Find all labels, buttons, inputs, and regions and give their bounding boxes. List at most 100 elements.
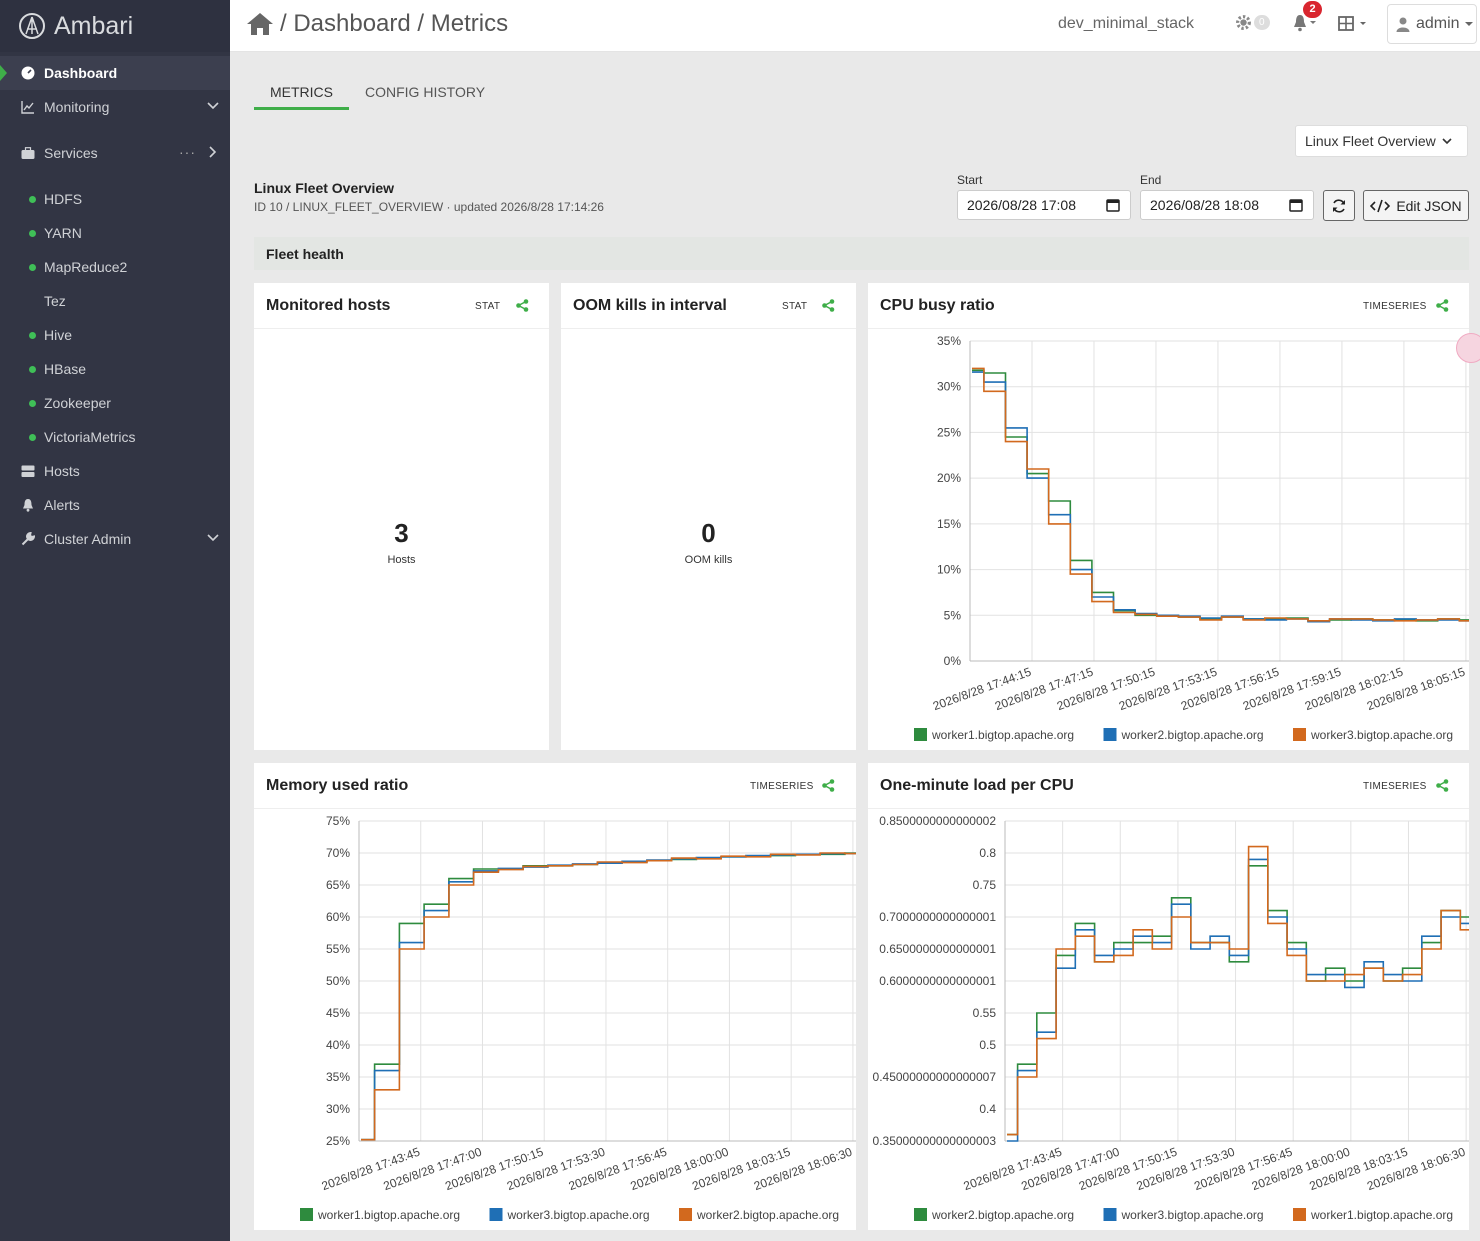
share-icon[interactable]: [822, 779, 835, 792]
panel-type-label: TIMESERIES: [750, 781, 814, 792]
chevron-down-icon: [207, 534, 219, 542]
edit-json-button[interactable]: Edit JSON: [1363, 190, 1469, 221]
sidebar-item-label: Alerts: [44, 497, 80, 513]
sidebar: Ambari Dashboard Monitoring Services ···…: [0, 0, 230, 1241]
alerts-count-badge: 2: [1303, 1, 1322, 18]
share-icon[interactable]: [516, 299, 529, 312]
service-item-hbase[interactable]: HBase: [0, 352, 230, 386]
x-tick-label: 2026/8/28 18:06:30: [1365, 1145, 1467, 1194]
refresh-button[interactable]: [1323, 190, 1355, 221]
panel-title: Memory used ratio: [266, 777, 409, 794]
status-dot: [29, 332, 36, 339]
legend-swatch: [300, 1208, 313, 1221]
service-label: Tez: [44, 293, 66, 309]
sidebar-item-label: Hosts: [44, 463, 80, 479]
share-icon[interactable]: [1436, 779, 1449, 792]
y-tick-label: 0%: [944, 654, 962, 668]
y-tick-label: 25%: [937, 425, 961, 439]
y-tick-label: 45%: [326, 1006, 350, 1020]
series-line: [972, 369, 1469, 622]
sidebar-item-dashboard[interactable]: Dashboard: [0, 56, 230, 90]
sidebar-item-monitoring[interactable]: Monitoring: [0, 90, 230, 124]
refresh-icon: [1333, 198, 1345, 213]
service-label: MapReduce2: [44, 259, 128, 275]
panel-cpu-busy-ratio: CPU busy ratio TIMESERIES 0% 5% 10% 15% 20% 2…: [868, 283, 1469, 750]
status-dot: [29, 264, 36, 271]
series-line: [361, 852, 856, 1141]
legend-swatch: [1103, 728, 1117, 741]
series-line: [1007, 858, 1469, 1142]
stat-value: 0: [701, 518, 716, 548]
home-icon[interactable]: [246, 11, 274, 37]
alerts-button[interactable]: 2: [1292, 1, 1322, 37]
stat-unit: OOM kills: [684, 554, 733, 566]
chevron-down-icon: [207, 102, 219, 110]
section-header: Fleet health: [254, 237, 1469, 270]
y-tick-label: 40%: [326, 1038, 350, 1052]
dashboard-subtitle: ID 10 / LINUX_FLEET_OVERVIEW · updated 2…: [254, 200, 604, 214]
dashboard-select[interactable]: Linux Fleet Overview: [1295, 125, 1468, 157]
panel-header: OOM kills in interval STAT: [561, 283, 856, 329]
panel-load-per-cpu: One-minute load per CPU TIMESERIES 0.350…: [868, 763, 1469, 1230]
ambari-logo-icon: [19, 13, 45, 39]
y-tick-label: 35%: [937, 334, 961, 348]
end-label: End: [1140, 173, 1162, 187]
y-tick-label: 10%: [937, 563, 961, 577]
views-menu-button[interactable]: [1338, 15, 1372, 38]
tab-metrics[interactable]: METRICS: [254, 78, 349, 110]
x-tick-label: 2026/8/28 17:43:45: [320, 1145, 422, 1194]
service-item-mapreduce2[interactable]: MapReduce2: [0, 250, 230, 284]
service-item-hive[interactable]: Hive: [0, 318, 230, 352]
brand[interactable]: Ambari: [0, 0, 230, 52]
user-menu-button[interactable]: admin: [1387, 4, 1477, 44]
bell-icon: [1294, 15, 1316, 32]
translate-icon[interactable]: [1456, 333, 1480, 363]
panel-memory-used-ratio: Memory used ratio TIMESERIES 25% 30% 35% 40…: [254, 763, 856, 1230]
cpu-busy-chart: 0% 5% 10% 15% 20% 25% 30% 35% 2026/8/28 17:44:15…: [914, 334, 1469, 742]
series-line: [1007, 865, 1469, 1136]
calendar-icon[interactable]: [1289, 198, 1303, 212]
service-item-tez[interactable]: Tez: [0, 284, 230, 318]
sidebar-item-hosts[interactable]: Hosts: [0, 454, 230, 488]
legend-label: worker3.bigtop.apache.org: [1310, 728, 1453, 742]
legend-swatch: [914, 1208, 927, 1221]
service-item-victoriametrics[interactable]: VictoriaMetrics: [0, 420, 230, 454]
legend-label: worker2.bigtop.apache.org: [1121, 728, 1264, 742]
y-tick-label: 25%: [326, 1134, 350, 1148]
panel-header: Memory used ratio TIMESERIES: [254, 763, 856, 809]
legend-label: worker3.bigtop.apache.org: [1121, 1208, 1264, 1222]
chevron-down-icon: [1442, 138, 1452, 145]
legend-swatch: [914, 728, 927, 741]
service-item-yarn[interactable]: YARN: [0, 216, 230, 250]
service-label: HBase: [44, 361, 87, 377]
service-item-zookeeper[interactable]: Zookeeper: [0, 386, 230, 420]
y-tick-label: 0.6000000000000001: [879, 974, 996, 988]
share-icon[interactable]: [1436, 299, 1449, 312]
calendar-icon[interactable]: [1106, 198, 1120, 212]
legend-swatch: [489, 1208, 503, 1221]
code-icon: [1370, 199, 1391, 212]
panel-monitored-hosts: Monitored hosts STAT 3 Hosts: [254, 283, 549, 750]
sidebar-item-cluster-admin[interactable]: Cluster Admin: [0, 522, 230, 556]
service-item-hdfs[interactable]: HDFS: [0, 182, 230, 216]
stat-value: 3: [394, 518, 409, 548]
share-icon[interactable]: [822, 299, 835, 312]
series-line: [972, 367, 1469, 622]
y-tick-label: 0.7000000000000001: [879, 910, 996, 924]
panel-title: OOM kills in interval: [573, 297, 727, 314]
sidebar-item-label: Services: [44, 145, 98, 161]
panel-header: One-minute load per CPU TIMESERIES: [868, 763, 1469, 809]
status-dot: [29, 434, 36, 441]
tab-config-history[interactable]: CONFIG HISTORY: [365, 84, 486, 100]
more-icon[interactable]: ···: [179, 144, 196, 160]
caret-down-icon: [1464, 22, 1473, 26]
background-ops-button[interactable]: 0: [1235, 14, 1270, 31]
service-label: Zookeeper: [44, 395, 111, 411]
end-datetime-input[interactable]: 2026/08/28 18:08: [1140, 190, 1314, 220]
sidebar-item-services[interactable]: Services ···: [0, 136, 230, 170]
memory-used-chart: 25% 30% 35% 40% 45% 50% 55% 60% 65% 70% 75% 2026/8/…: [300, 814, 856, 1222]
status-dot: [29, 196, 36, 203]
start-datetime-input[interactable]: 2026/08/28 17:08: [957, 190, 1131, 220]
sidebar-item-alerts[interactable]: Alerts: [0, 488, 230, 522]
sidebar-item-label: Monitoring: [44, 99, 110, 115]
